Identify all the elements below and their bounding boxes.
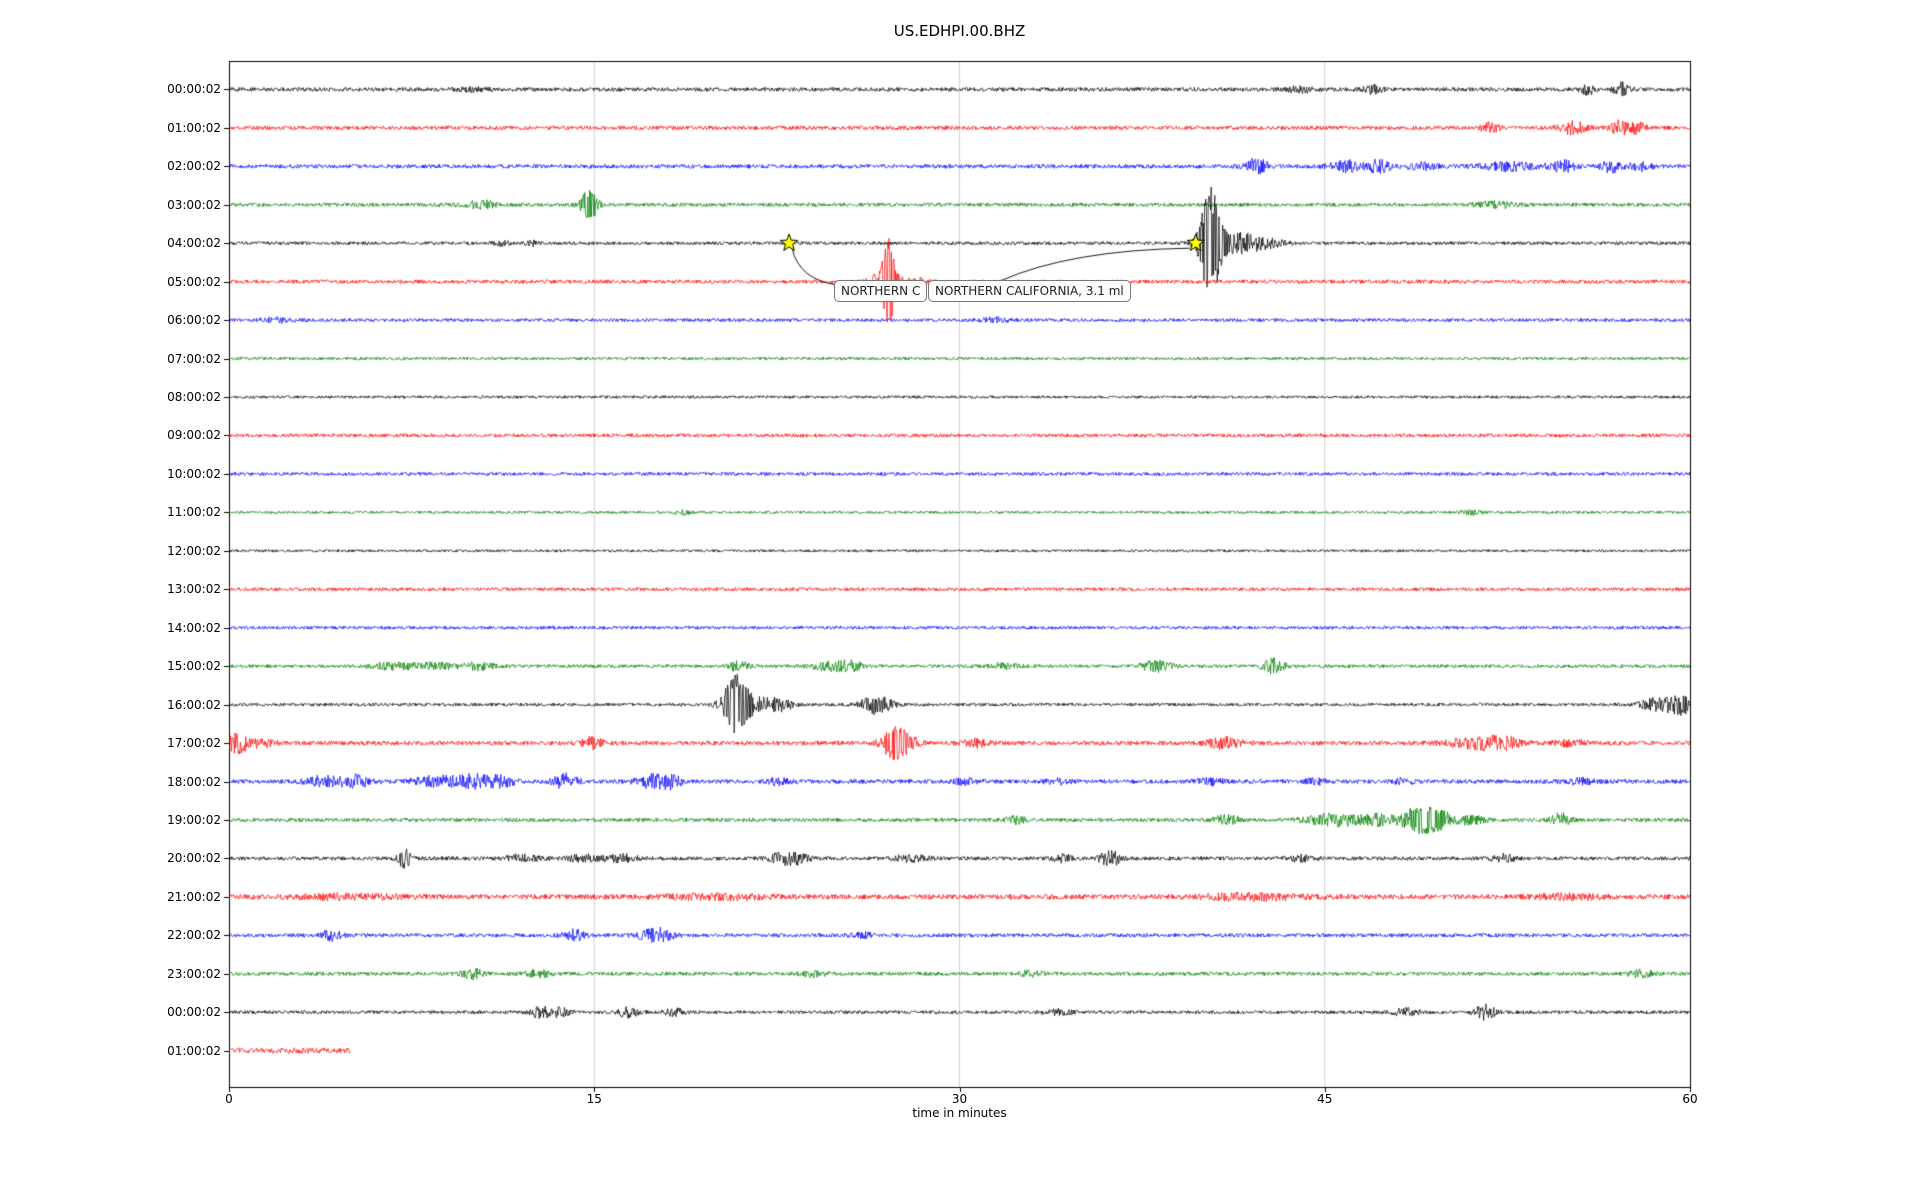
- trace-row-label: 14:00:02: [167, 620, 221, 635]
- x-tick-label: 30: [951, 1092, 968, 1106]
- trace-row-label: 21:00:02: [167, 889, 221, 904]
- trace-row-label: 23:00:02: [167, 966, 221, 981]
- trace-row-label: 12:00:02: [167, 543, 221, 558]
- trace-row-label: 22:00:02: [167, 928, 221, 943]
- trace-row-label: 08:00:02: [167, 390, 221, 404]
- x-tick-label: 45: [1317, 1092, 1333, 1106]
- x-tick-label: 60: [1682, 1092, 1698, 1106]
- trace-row-label: 15:00:02: [167, 659, 221, 674]
- trace-row-label: 19:00:02: [167, 812, 221, 827]
- trace-row-label: 16:00:02: [167, 697, 221, 712]
- trace-row-label: 01:00:02: [167, 120, 221, 135]
- trace-row-label: 02:00:02: [167, 159, 221, 174]
- x-tick-label: 0: [225, 1092, 233, 1106]
- x-tick-label: 15: [586, 1092, 602, 1106]
- x-axis-label: time in minutes: [912, 1106, 1007, 1120]
- trace-row-label: 13:00:02: [167, 582, 221, 597]
- trace-row-label: 11:00:02: [167, 505, 221, 520]
- trace-row-label: 17:00:02: [167, 736, 221, 751]
- trace-row-label: 04:00:02: [167, 236, 221, 251]
- trace-row-label: 03:00:02: [167, 197, 221, 212]
- trace-row-label: 00:00:02: [167, 1005, 221, 1020]
- trace-row-label: 09:00:02: [167, 428, 221, 443]
- trace-row-label: 20:00:02: [167, 851, 221, 866]
- event-annotation-box-truncated: NORTHERN C: [834, 280, 928, 302]
- chart-title: US.EDHPI.00.BHZ: [893, 22, 1026, 40]
- trace-row-label: 07:00:02: [167, 351, 221, 366]
- trace-row-label: 06:00:02: [167, 313, 221, 328]
- trace-row-label: 18:00:02: [167, 774, 221, 789]
- trace-row-label: 00:00:02: [167, 82, 221, 97]
- event-annotation-box: NORTHERN CALIFORNIA, 3.1 ml: [928, 280, 1131, 302]
- trace-row-label: 05:00:02: [167, 274, 221, 289]
- trace-row-label: 10:00:02: [167, 466, 221, 481]
- trace-row-label: 01:00:02: [167, 1043, 221, 1058]
